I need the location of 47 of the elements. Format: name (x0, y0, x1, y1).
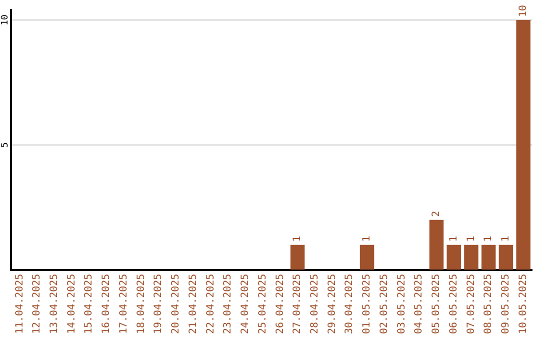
x-tick-label: 06.05.2025 (448, 274, 460, 334)
x-tick-label: 07.05.2025 (466, 274, 477, 334)
data-label: 1 (500, 236, 512, 242)
x-tick-label: 08.05.2025 (483, 274, 494, 334)
x-tick-label: 28.04.2025 (310, 274, 321, 334)
data-label: 2 (431, 210, 442, 217)
x-tick-label: 22.04.2025 (205, 274, 216, 334)
data-label: 1 (483, 236, 494, 242)
x-tick-label: 29.04.2025 (326, 274, 338, 334)
x-tick-label: 16.04.2025 (101, 274, 112, 334)
x-tick-label: 03.05.2025 (396, 274, 408, 334)
x-tick-label: 26.04.2025 (274, 274, 286, 334)
bar (464, 244, 478, 270)
x-tick-label: 24.04.2025 (240, 274, 252, 334)
bar (481, 244, 496, 270)
x-tick-label: 05.05.2025 (431, 274, 442, 334)
data-label: 1 (292, 236, 304, 242)
bar (360, 244, 374, 270)
x-tick-label: 02.05.2025 (378, 274, 390, 334)
x-tick-label: 27.04.2025 (292, 274, 304, 334)
x-tick-label: 01.05.2025 (362, 274, 373, 334)
x-tick-label: 14.04.2025 (66, 274, 78, 334)
x-tick-label: 17.04.2025 (118, 274, 130, 334)
x-tick-label: 18.04.2025 (136, 274, 147, 334)
x-tick-label: 13.04.2025 (49, 274, 60, 334)
data-label: 1 (448, 236, 460, 242)
x-tick-label: 04.05.2025 (414, 274, 425, 334)
x-tick-label: 21.04.2025 (188, 274, 199, 334)
x-tick-label: 23.04.2025 (222, 274, 234, 334)
x-tick-label: 09.05.2025 (500, 274, 512, 334)
data-label: 10 (518, 4, 529, 17)
bar (446, 244, 461, 270)
bar (516, 20, 530, 270)
x-tick-label: 19.04.2025 (153, 274, 164, 334)
bar (290, 244, 305, 270)
data-label: 1 (362, 236, 373, 242)
x-tick-label: 10.05.2025 (518, 274, 529, 334)
bar (429, 220, 444, 270)
y-tick-label: 5 (0, 142, 10, 148)
x-tick-label: 12.04.2025 (32, 274, 43, 334)
x-tick-label: 30.04.2025 (344, 274, 356, 334)
x-tick-label: 11.04.2025 (14, 274, 26, 334)
x-tick-label: 20.04.2025 (170, 274, 182, 334)
x-tick-label: 15.04.2025 (84, 274, 95, 334)
data-label: 1 (466, 236, 477, 242)
bar (498, 244, 514, 270)
x-tick-label: 25.04.2025 (257, 274, 268, 334)
